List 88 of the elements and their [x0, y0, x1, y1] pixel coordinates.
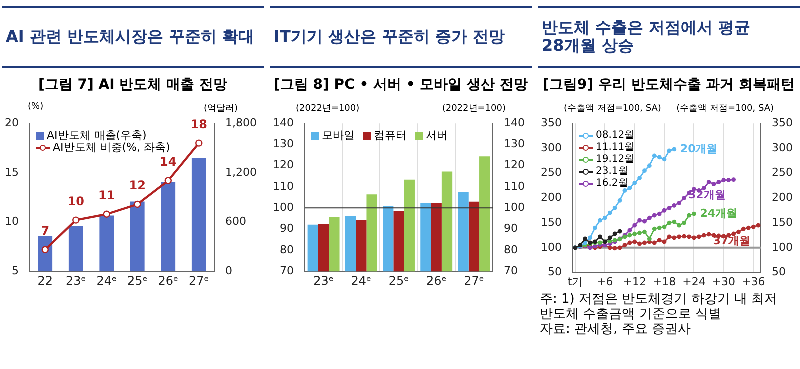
y2-axis-title: (억달러): [204, 103, 238, 114]
y2-axis-title: (2022년=100): [442, 103, 506, 114]
x-tick-label: 26ᵉ: [158, 274, 179, 288]
annotation: 20개월: [680, 142, 718, 156]
data-label: 18: [190, 117, 208, 132]
legend-label: 08.12월: [596, 130, 635, 142]
y2-tick-label: 200: [772, 191, 794, 204]
y2-tick-label: 350: [772, 116, 794, 130]
y-tick-label: 70: [280, 264, 294, 278]
legend-label: 19.12월: [596, 154, 635, 166]
y2-tick-label: 140: [504, 116, 526, 130]
y2-tick-label: 70: [504, 264, 518, 278]
legend-label: 23.1월: [596, 166, 628, 178]
y-tick-label: 350: [540, 116, 562, 130]
y-tick-label: 10: [4, 215, 19, 228]
chart-subtitle: [그림9] 우리 반도체수출 과거 회복패턴: [542, 76, 796, 95]
y2-tick-label: 300: [772, 141, 794, 154]
data-label: 14: [160, 154, 177, 169]
y2-axis-title: (수출액 저점=100, SA): [676, 103, 774, 114]
y2-tick-label: 600: [226, 215, 247, 228]
y-tick-label: 300: [540, 141, 562, 154]
y2-tick-label: 120: [504, 158, 526, 172]
y-tick-label: 130: [272, 138, 294, 151]
y2-tick-label: 150: [772, 216, 794, 229]
chart-subtitle: [그림 7] AI 반도체 매출 전망: [38, 76, 228, 95]
y2-tick-label: 80: [504, 243, 518, 256]
legend-label: AI반도체 비중(%, 좌축): [52, 140, 170, 154]
legend-label: 컴퓨터: [374, 128, 407, 142]
y2-tick-label: 130: [504, 138, 526, 151]
y-tick-label: 110: [272, 180, 294, 193]
x-tick-label: 24ᵉ: [96, 274, 118, 288]
y-tick-label: 150: [540, 216, 562, 229]
chart-title: 반도체 수출은 저점에서 평균 28개월 상승: [542, 18, 752, 55]
x-tick-label: +36: [742, 275, 766, 288]
chart-title: AI 관련 반도체시장은 꾸준히 확대: [6, 27, 255, 46]
y2-tick-label: 90: [504, 222, 518, 236]
x-tick-label: 24ᵉ: [351, 274, 372, 288]
x-tick-label: 27ᵉ: [464, 274, 484, 288]
data-label: 7: [41, 224, 50, 238]
legend-label: AI반도체 매출(우축): [46, 128, 147, 142]
y-axis-title: (수출액 저점=100, SA): [564, 103, 662, 114]
y2-tick-label: 110: [504, 180, 526, 193]
y-tick-label: 100: [272, 201, 294, 214]
chart-subtitle: [그림 8] PC • 서버 • 모바일 생산 전망: [273, 76, 529, 95]
x-tick-label: +18: [652, 275, 676, 288]
x-tick-label: +30: [712, 275, 736, 288]
y2-tick-label: 50: [772, 266, 786, 279]
x-tick-label: +12: [623, 275, 646, 288]
data-label: 12: [129, 178, 146, 193]
x-tick-label: +24: [682, 275, 706, 288]
legend-label: 모바일: [322, 128, 355, 142]
y-tick-label: 50: [548, 266, 562, 279]
legend-label: 서버: [426, 128, 448, 142]
data-label: 10: [68, 194, 84, 208]
annotation: 24개월: [700, 206, 738, 220]
x-tick-label: 25ᵉ: [127, 274, 148, 288]
x-tick-label: +6: [597, 275, 614, 288]
legend-label: 11.11월: [596, 142, 635, 154]
y-tick-label: 80: [280, 243, 294, 256]
y2-tick-label: 250: [772, 166, 794, 180]
y2-tick-label: 100: [504, 201, 526, 214]
y-tick-label: 140: [272, 116, 294, 130]
x-tick-label: 25ᵉ: [388, 274, 410, 288]
x-tick-label: 23ᵉ: [66, 274, 86, 288]
y2-tick-label: 1,800: [226, 116, 258, 130]
y-tick-label: 20: [4, 116, 19, 130]
legend-label: 16.2월: [596, 178, 628, 190]
x-tick-label: 26ᵉ: [426, 274, 447, 288]
x-tick-label: t기: [568, 275, 584, 288]
y-tick-label: 250: [540, 166, 562, 180]
x-tick-label: 27ᵉ: [188, 274, 210, 288]
y-tick-label: 5: [12, 264, 19, 278]
y2-tick-label: 1,200: [226, 166, 258, 179]
x-tick-label: 23ᵉ: [314, 274, 334, 288]
text: 주: 1) 저점은 반도체경기 하강기 내 최저 반도체 수출금액 기준으로 식별: [539, 292, 779, 322]
x-tick-label: 22: [38, 274, 54, 288]
y2-tick-label: 100: [772, 240, 794, 254]
y-tick-label: 15: [4, 166, 19, 179]
y2-tick-label: 0: [226, 264, 233, 278]
data-label: 11: [98, 188, 116, 202]
y-tick-label: 100: [540, 240, 562, 254]
chart-title: IT기기 생산은 꾸준히 증가 전망: [274, 27, 506, 46]
y-tick-label: 120: [272, 158, 294, 172]
y-axis-title: (%): [28, 102, 44, 114]
y-tick-label: 200: [540, 191, 562, 204]
y-axis-title: (2022년=100): [296, 103, 360, 114]
text: 자료: 관세청, 주요 증권사: [539, 322, 692, 337]
y-tick-label: 90: [280, 222, 294, 236]
